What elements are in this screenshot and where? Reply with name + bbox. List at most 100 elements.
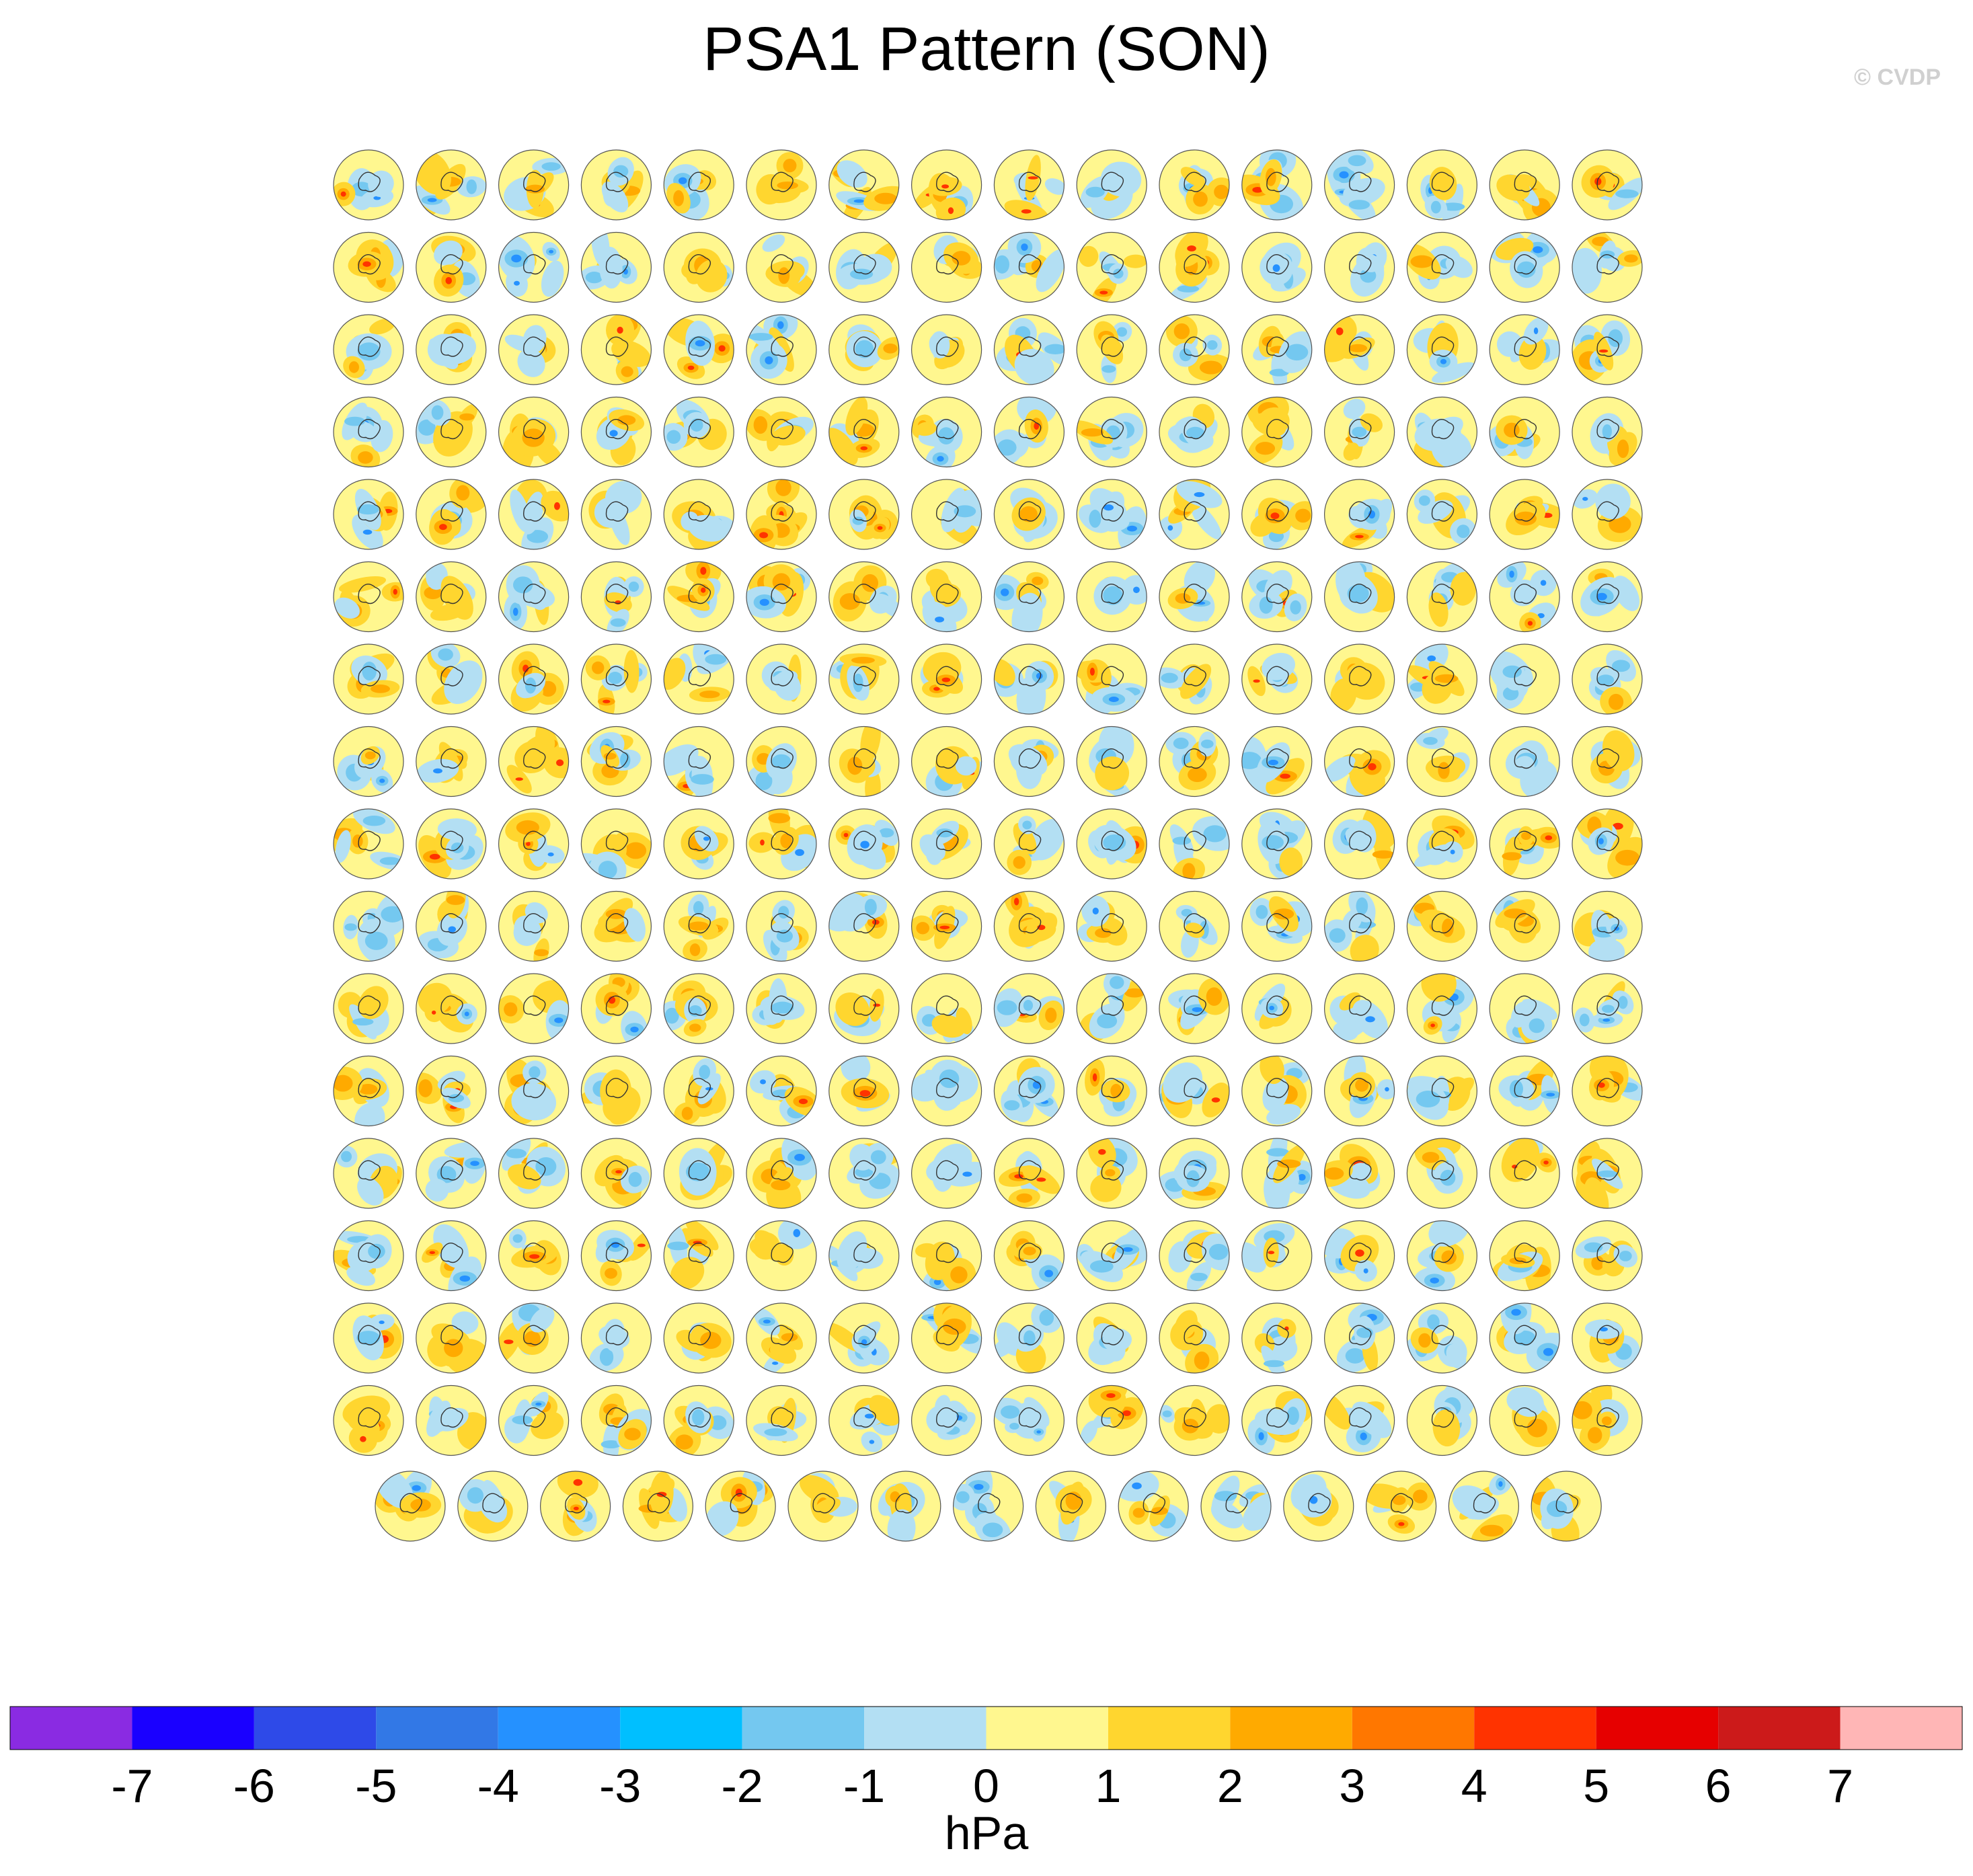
panel-map bbox=[1323, 1384, 1395, 1456]
positive-core bbox=[1013, 856, 1026, 869]
panel-map bbox=[1076, 479, 1147, 550]
negative-core bbox=[692, 1409, 705, 1425]
positive-core bbox=[1194, 1351, 1210, 1370]
coastline bbox=[936, 254, 959, 275]
negative-core bbox=[1203, 825, 1227, 843]
negative-core bbox=[1262, 834, 1284, 850]
positive-peak bbox=[1270, 512, 1280, 520]
panel-map bbox=[1572, 231, 1643, 303]
panel-map bbox=[663, 643, 734, 715]
negative-core bbox=[1172, 836, 1192, 845]
panel-map bbox=[993, 1302, 1065, 1374]
negative-peak bbox=[512, 607, 518, 616]
positive-core bbox=[1355, 1079, 1369, 1092]
negative-core bbox=[512, 1415, 533, 1425]
panel-map bbox=[663, 1220, 734, 1292]
positive-core bbox=[1348, 344, 1368, 352]
positive-peak bbox=[798, 1099, 808, 1105]
panel-map bbox=[1489, 396, 1560, 468]
negative-core bbox=[685, 1162, 710, 1181]
panel-map bbox=[1118, 1471, 1189, 1542]
negative-core bbox=[1329, 928, 1346, 943]
panel-map bbox=[498, 890, 570, 962]
negative-core bbox=[613, 165, 629, 178]
panel-map bbox=[416, 149, 487, 221]
positive-core bbox=[874, 192, 897, 204]
panel-map bbox=[1406, 890, 1477, 962]
negative-peak bbox=[470, 1161, 479, 1167]
negative-core bbox=[997, 1000, 1017, 1015]
positive-peak bbox=[1122, 1410, 1131, 1417]
panel-map bbox=[1323, 479, 1395, 550]
panel-map bbox=[333, 1384, 404, 1456]
panel-map bbox=[1323, 396, 1395, 468]
negative-peak bbox=[448, 926, 457, 933]
negative-peak bbox=[1001, 588, 1009, 596]
panel-map bbox=[746, 396, 817, 468]
panel-map bbox=[663, 396, 734, 468]
positive-peak bbox=[701, 587, 706, 593]
positive-peak bbox=[429, 1251, 436, 1255]
coastline bbox=[853, 171, 876, 192]
panel-map bbox=[1323, 314, 1395, 385]
panel-map bbox=[993, 561, 1065, 633]
coastline bbox=[440, 171, 463, 192]
negative-core bbox=[1290, 600, 1301, 615]
positive-peak bbox=[1594, 178, 1602, 186]
panel-map bbox=[333, 479, 404, 550]
negative-anomaly bbox=[762, 234, 785, 252]
negative-core bbox=[690, 418, 703, 432]
negative-core bbox=[1186, 426, 1205, 439]
negative-peak bbox=[1509, 570, 1514, 578]
positive-core bbox=[673, 190, 685, 206]
panel-map bbox=[1076, 973, 1147, 1044]
map-border bbox=[580, 231, 652, 303]
panel-map bbox=[1241, 726, 1313, 797]
panel-map bbox=[1241, 479, 1313, 550]
panel-map bbox=[705, 1471, 776, 1542]
negative-peak bbox=[759, 598, 769, 606]
negative-core bbox=[381, 906, 403, 923]
colorbar-swatch bbox=[376, 1707, 498, 1750]
map-border bbox=[1323, 149, 1395, 221]
panel-map bbox=[1572, 808, 1643, 880]
negative-core bbox=[1285, 344, 1309, 361]
panel-map bbox=[993, 808, 1065, 880]
negative-peak bbox=[623, 268, 628, 275]
panel-map bbox=[663, 1055, 734, 1127]
negative-peak bbox=[1339, 171, 1349, 179]
panel-map bbox=[746, 808, 817, 880]
panel-map bbox=[1283, 1471, 1354, 1542]
negative-peak bbox=[763, 1319, 771, 1324]
coastline bbox=[1349, 171, 1372, 192]
negative-core bbox=[693, 900, 704, 915]
positive-peak bbox=[573, 1479, 583, 1486]
panel-map bbox=[1159, 726, 1230, 797]
panel-map bbox=[1159, 890, 1230, 962]
panel-map bbox=[663, 973, 734, 1044]
map-border bbox=[1406, 149, 1477, 221]
panel-map bbox=[1489, 973, 1560, 1044]
map-border bbox=[828, 231, 900, 303]
negative-core bbox=[1173, 738, 1189, 750]
positive-core bbox=[1608, 693, 1624, 710]
positive-core bbox=[768, 813, 791, 824]
panel-map bbox=[416, 973, 487, 1044]
panel-map bbox=[1159, 396, 1230, 468]
positive-peak bbox=[1355, 535, 1364, 539]
panel-map bbox=[416, 726, 487, 797]
panel-map bbox=[911, 973, 982, 1044]
negative-core bbox=[699, 1064, 711, 1080]
panel-map bbox=[663, 231, 734, 303]
negative-peak bbox=[860, 841, 869, 849]
positive-peak bbox=[603, 699, 611, 703]
negative-core bbox=[1208, 1243, 1229, 1260]
negative-peak bbox=[1269, 1005, 1274, 1011]
negative-core bbox=[1162, 1410, 1172, 1417]
coastline bbox=[1266, 171, 1289, 192]
positive-core bbox=[1624, 254, 1638, 263]
positive-core bbox=[1277, 1159, 1301, 1169]
negative-peak bbox=[511, 254, 522, 263]
panel-map bbox=[333, 808, 404, 880]
panel-map bbox=[1323, 1220, 1395, 1292]
